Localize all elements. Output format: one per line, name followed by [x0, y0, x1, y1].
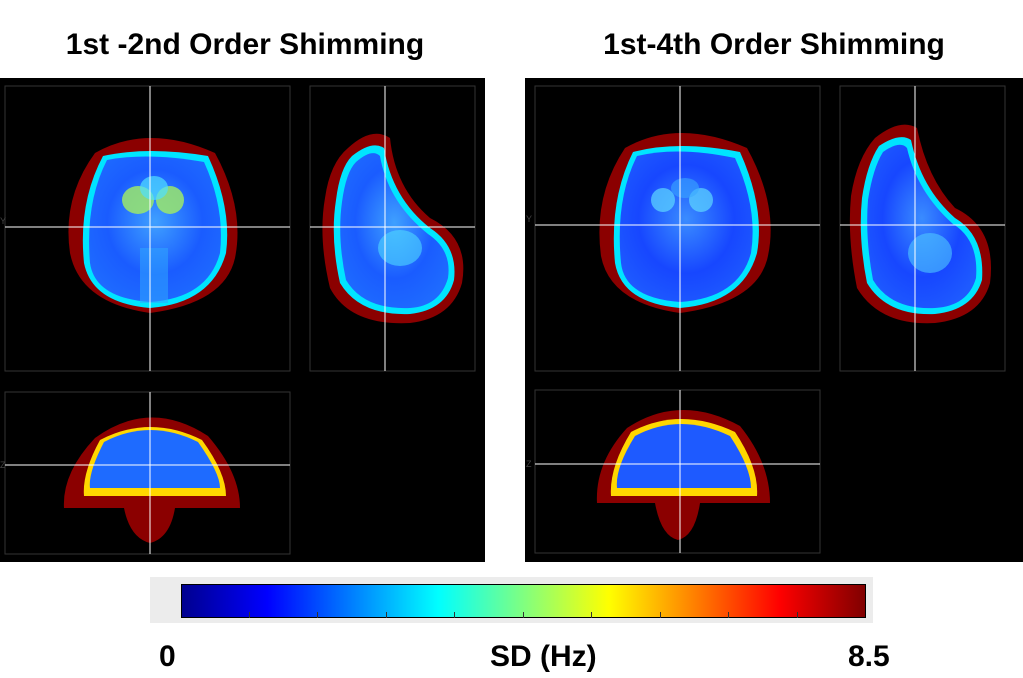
colorbar-tick: [249, 612, 250, 618]
left-image-panel: Y Z: [0, 78, 485, 562]
colorbar-tick: [454, 612, 455, 618]
axial-view: [4, 85, 291, 372]
colorbar-tick: [591, 612, 592, 618]
right-image-panel: Y Z: [525, 78, 1023, 562]
axial-view: [534, 85, 821, 372]
coronal-axis-letter: Y: [0, 216, 6, 226]
coronal-axis-letter: Y: [526, 214, 532, 224]
coronal-view: [309, 85, 476, 372]
colorbar-min-label: 0: [159, 640, 176, 673]
coronal-view: [839, 85, 1006, 372]
colorbar-tick: [317, 612, 318, 618]
colorbar-max-label: 8.5: [848, 640, 890, 673]
colorbar-tick: [728, 612, 729, 618]
colorbar-tick: [660, 612, 661, 618]
left-panel-title: 1st -2nd Order Shimming: [65, 28, 425, 61]
axial-axis-letter: Z: [526, 459, 532, 469]
colorbar-tick: [386, 612, 387, 618]
crosshairs: [535, 86, 1005, 553]
colorbar-tick: [797, 612, 798, 618]
sagittal-view: [4, 391, 291, 555]
colorbar-unit-label: SD (Hz): [490, 640, 597, 673]
right-panel-title: 1st-4th Order Shimming: [603, 28, 945, 61]
colorbar-tick: [523, 612, 524, 618]
axial-axis-letter: Z: [0, 460, 6, 470]
crosshairs: [5, 86, 475, 554]
sagittal-view: [534, 389, 821, 554]
